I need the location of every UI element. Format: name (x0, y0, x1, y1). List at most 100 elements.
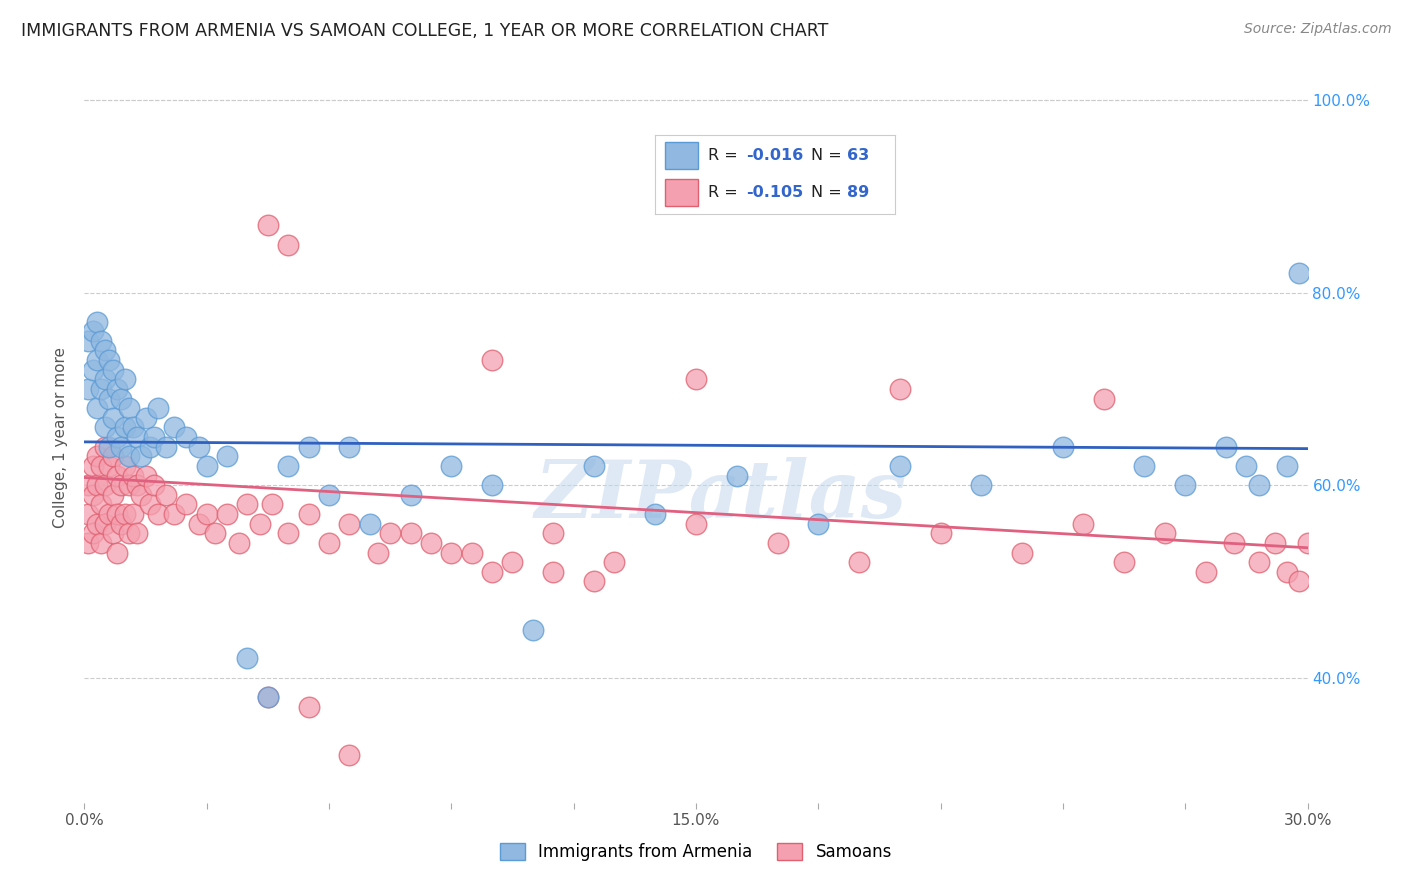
Point (1223, 536, 1246, 550)
Point (1154, 526, 1177, 541)
Point (807, 516, 830, 531)
Point (1277, 565, 1299, 579)
Text: N =: N = (811, 185, 846, 200)
Point (583, 458, 606, 473)
Point (1236, 458, 1258, 473)
Point (110, 478, 132, 492)
Point (90, 536, 112, 550)
Point (228, 536, 250, 550)
Point (399, 488, 422, 502)
Point (1174, 478, 1197, 492)
Point (82, 488, 104, 502)
Point (1277, 458, 1299, 473)
Point (105, 430, 128, 444)
Point (685, 372, 707, 386)
Point (725, 468, 748, 483)
Point (97, 440, 120, 454)
Point (105, 468, 128, 483)
Point (1264, 536, 1286, 550)
Point (101, 488, 124, 502)
Point (339, 440, 361, 454)
Point (77, 536, 100, 550)
FancyBboxPatch shape (665, 178, 699, 205)
Point (1133, 458, 1156, 473)
Point (97, 507, 120, 521)
Point (93, 516, 115, 531)
Text: R =: R = (709, 148, 742, 163)
Point (298, 507, 321, 521)
Point (93, 420, 115, 434)
Point (77, 382, 100, 396)
Point (420, 536, 443, 550)
Point (86, 450, 108, 464)
Point (195, 458, 218, 473)
Point (929, 526, 952, 541)
Point (155, 488, 177, 502)
Point (1288, 574, 1310, 589)
Point (204, 526, 226, 541)
Point (131, 488, 153, 502)
Point (138, 498, 160, 512)
Point (440, 545, 463, 559)
Point (277, 458, 299, 473)
Point (93, 343, 115, 358)
Point (110, 392, 132, 406)
Point (522, 623, 544, 637)
Point (174, 430, 197, 444)
Point (146, 401, 169, 416)
Point (90, 334, 112, 348)
Point (644, 507, 666, 521)
Point (1011, 545, 1033, 559)
Point (359, 516, 381, 531)
Point (114, 507, 136, 521)
Point (101, 410, 124, 425)
Point (848, 555, 870, 569)
Point (339, 747, 361, 762)
Point (1114, 555, 1136, 569)
Point (127, 478, 149, 492)
Point (122, 420, 145, 434)
Point (97, 392, 120, 406)
Point (195, 507, 218, 521)
Point (970, 478, 993, 492)
Point (249, 516, 271, 531)
Point (142, 430, 165, 444)
Point (110, 440, 132, 454)
Point (97, 353, 120, 368)
Text: N =: N = (811, 148, 846, 163)
Point (339, 516, 361, 531)
Legend: Immigrants from Armenia, Samoans: Immigrants from Armenia, Samoans (494, 836, 898, 868)
Point (1247, 478, 1270, 492)
Text: -0.105: -0.105 (747, 185, 804, 200)
Point (86, 478, 108, 492)
Point (105, 382, 128, 396)
Point (543, 526, 565, 541)
Point (93, 478, 115, 492)
Point (114, 458, 136, 473)
Point (86, 401, 108, 416)
Point (118, 526, 141, 541)
Point (101, 526, 124, 541)
Point (461, 545, 484, 559)
Point (318, 488, 340, 502)
Y-axis label: College, 1 year or more: College, 1 year or more (53, 347, 69, 527)
Point (481, 565, 503, 579)
Point (685, 516, 707, 531)
Point (1073, 516, 1095, 531)
Point (277, 237, 299, 252)
Point (86, 315, 108, 329)
Point (889, 458, 911, 473)
Point (131, 450, 153, 464)
Point (97, 458, 120, 473)
Text: 89: 89 (846, 185, 869, 200)
Text: Source: ZipAtlas.com: Source: ZipAtlas.com (1244, 22, 1392, 37)
Point (1215, 440, 1237, 454)
Text: IMMIGRANTS FROM ARMENIA VS SAMOAN COLLEGE, 1 YEAR OR MORE CORRELATION CHART: IMMIGRANTS FROM ARMENIA VS SAMOAN COLLEG… (21, 22, 828, 40)
Point (187, 516, 209, 531)
Point (86, 353, 108, 368)
Point (1247, 555, 1270, 569)
Point (236, 651, 259, 665)
Point (86, 516, 108, 531)
Text: R =: R = (709, 185, 742, 200)
Point (481, 478, 503, 492)
